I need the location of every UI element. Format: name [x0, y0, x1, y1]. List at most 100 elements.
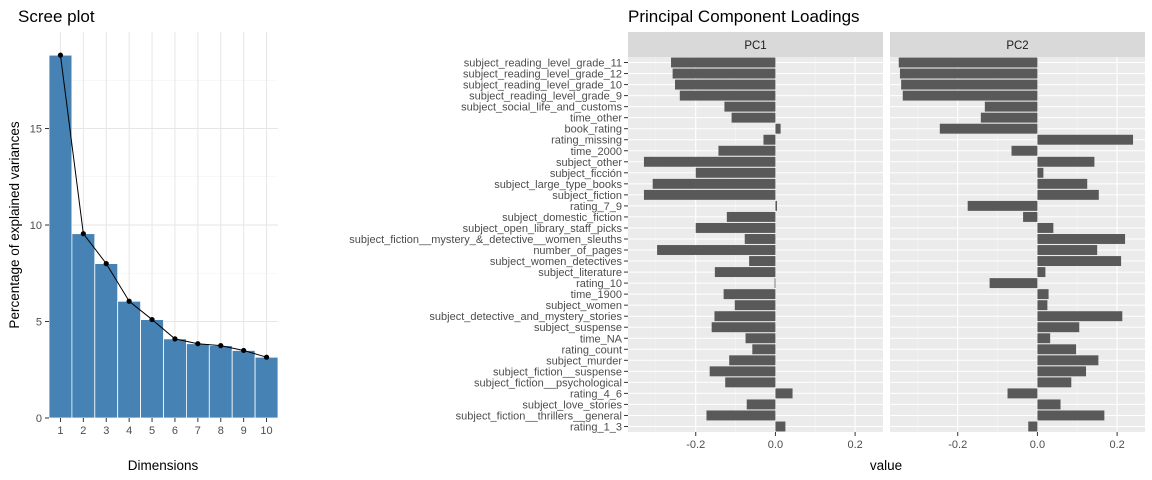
scree-bar-6: [163, 338, 187, 419]
loading-bar-PC1-time_2000: [718, 145, 776, 156]
category-label: subject_fiction__thrillers__general: [456, 410, 622, 422]
scree-x-tick-label: 7: [195, 425, 201, 437]
category-label: subject_detective_and_mystery_stories: [429, 311, 622, 323]
scree-y-axis-title: Percentage of explained variances: [7, 121, 22, 328]
loading-bar-PC2-rating_7_9: [967, 200, 1038, 211]
category-label: subject_fiction__mystery_&_detective__wo…: [349, 234, 622, 246]
facet-x-tick-label: 0.0: [1030, 439, 1045, 451]
category-label: subject_reading_level_grade_9: [469, 91, 622, 103]
scree-x-ticks: 1 2 3 4 5 6 7 8 9 10: [57, 418, 273, 437]
scree-x-tick-label: 8: [218, 425, 224, 437]
loading-bar-PC2-subject_love_stories: [1037, 399, 1061, 410]
loading-bar-PC1-book_rating: [775, 123, 781, 134]
facet-x-tick-label: 0.2: [847, 439, 862, 451]
loading-bar-PC2-rating_count: [1037, 344, 1077, 355]
loading-bar-PC1-rating_10: [774, 278, 776, 289]
scree-point-1: [57, 52, 64, 58]
category-label: rating_10: [576, 278, 622, 290]
scree-x-tick-label: 1: [57, 425, 63, 437]
loading-bar-PC2-time_other: [980, 112, 1038, 123]
loading-bar-PC2-subject_fiction__psychological: [1037, 377, 1072, 388]
loading-bar-PC1-time_other: [731, 112, 776, 123]
facet-strip-label: PC2: [1006, 40, 1028, 52]
loading-bar-PC2-subject_reading_level_grade_11: [898, 57, 1038, 68]
category-label: subject_fiction__suspense: [493, 366, 622, 378]
category-label: subject_murder: [546, 355, 622, 367]
scree-line-path: [59, 55, 267, 358]
scree-bar-2: [71, 233, 96, 419]
category-label: subject_women_detectives: [490, 256, 623, 268]
category-label: subject_love_stories: [522, 399, 622, 411]
scree-point-2: [80, 231, 86, 237]
loadings-panel-PC1: PC1 -0.2 0.0 0.2: [628, 32, 883, 451]
scree-line: [57, 52, 270, 360]
loading-bar-PC1-subject_reading_level_grade_11: [671, 57, 776, 68]
loading-bar-PC2-subject_fiction__suspense: [1037, 366, 1087, 377]
scree-bar-3: [94, 263, 119, 419]
category-label: subject_other: [556, 157, 622, 169]
loading-bar-PC1-subject_literature: [714, 267, 776, 278]
scree-x-axis-title: Dimensions: [128, 458, 199, 473]
loading-bar-PC2-time_1900: [1037, 289, 1049, 300]
category-label: subject_ficción: [550, 168, 622, 180]
loading-bar-PC1-subject_reading_level_grade_9: [679, 90, 776, 101]
loading-bar-PC1-subject_suspense: [711, 322, 776, 333]
scree-y-ticks: 0 5 10 15: [30, 124, 49, 425]
loading-bar-PC2-subject_reading_level_grade_10: [901, 79, 1038, 90]
facet-strip: [890, 32, 1145, 57]
category-label: rating_4_6: [570, 388, 622, 400]
loadings-x-axis-title: value: [870, 458, 902, 473]
loading-bar-PC1-rating_missing: [763, 134, 776, 145]
scree-plot-title: Scree plot: [18, 7, 95, 26]
scree-x-tick-label: 2: [80, 425, 86, 437]
loadings-plot-title: Principal Component Loadings: [628, 7, 860, 26]
category-label: rating_1_3: [570, 421, 622, 433]
loading-bar-PC1-rating_4_6: [775, 388, 793, 399]
loadings-panels: PC1 -0.2 0.0 0.2 PC2 -0.2 0.0 0.2: [628, 32, 1145, 451]
loading-bar-PC1-subject_large_type_books: [652, 178, 776, 189]
scree-y-tick-label: 10: [30, 220, 42, 232]
scree-x-tick-label: 5: [149, 425, 155, 437]
category-label: number_of_pages: [533, 245, 622, 257]
scree-bar-4: [117, 300, 141, 419]
scree-point-10: [263, 354, 270, 360]
loading-bar-PC2-subject_social_life_and_customs: [984, 101, 1038, 112]
category-label: subject_large_type_books: [494, 179, 622, 191]
loading-bar-PC2-subject_domestic_fiction: [1023, 211, 1038, 222]
loading-bar-PC2-rating_missing: [1037, 134, 1134, 145]
category-label: time_NA: [580, 333, 623, 345]
category-label: subject_open_library_staff_picks: [463, 223, 623, 235]
loading-bar-PC1-rating_7_9: [775, 200, 778, 211]
loading-bar-PC2-book_rating: [939, 123, 1038, 134]
loadings-plot: Principal Component Loadings PC1 -0.2 0.0 0…: [349, 7, 1145, 473]
loading-bar-PC2-subject_fiction__mystery_&_detective__women_sleuths: [1037, 234, 1126, 244]
category-label: subject_women: [546, 300, 622, 312]
scree-bar-10: [254, 356, 279, 419]
loading-bar-PC2-subject_women_detectives: [1037, 256, 1122, 267]
scree-point-9: [241, 347, 247, 354]
scree-point-7: [195, 341, 201, 347]
loading-bar-PC1-subject_women: [734, 300, 776, 311]
loading-bar-PC1-time_1900: [723, 289, 776, 300]
loadings-category-labels: subject_reading_level_grade_11 subject_re…: [349, 58, 628, 433]
category-label: subject_domestic_fiction: [502, 212, 622, 224]
category-label: time_2000: [571, 146, 622, 158]
category-label: subject_reading_level_grade_11: [464, 58, 622, 70]
facet-x-tick-label: 0.2: [1109, 439, 1124, 451]
category-label: rating_missing: [551, 135, 622, 147]
loading-bar-PC1-subject_fiction__mystery_&_detective__women_sleuths: [744, 234, 776, 244]
loading-bar-PC1-subject_fiction__thrillers__general: [706, 410, 776, 421]
category-label: subject_reading_level_grade_10: [463, 80, 622, 92]
scree-point-5: [149, 316, 155, 323]
loading-bar-PC2-subject_reading_level_grade_9: [902, 90, 1038, 101]
loading-bar-PC1-subject_fiction__suspense: [709, 366, 776, 377]
loading-bar-PC1-time_NA: [745, 333, 776, 344]
loading-bar-PC2-subject_suspense: [1037, 322, 1080, 333]
category-label: time_other: [570, 113, 622, 125]
loading-bar-PC2-rating_1_3: [1028, 421, 1038, 432]
loading-bar-PC2-subject_fiction: [1037, 189, 1099, 200]
facet-strip-label: PC1: [744, 40, 766, 52]
scree-x-tick-label: 6: [172, 425, 178, 437]
loading-bar-PC1-subject_reading_level_grade_10: [675, 79, 776, 90]
loading-bar-PC1-subject_social_life_and_customs: [724, 101, 776, 112]
